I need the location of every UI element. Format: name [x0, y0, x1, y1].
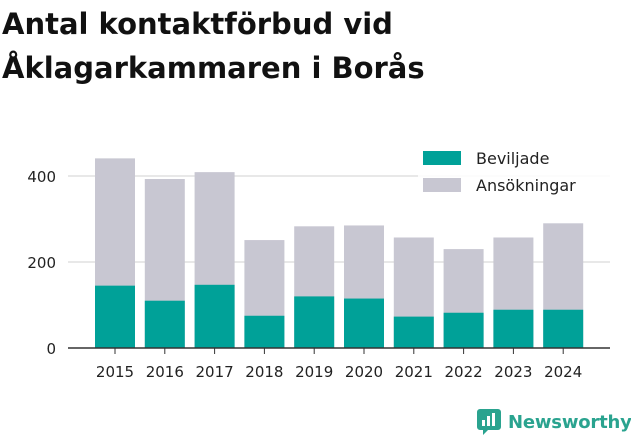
x-tick-label-2023: 2023: [494, 363, 532, 381]
x-tick-label-2022: 2022: [445, 363, 483, 381]
x-tick-label-2017: 2017: [196, 363, 234, 381]
x-tick-label-2024: 2024: [544, 363, 582, 381]
legend-swatch-0: [423, 151, 461, 165]
chart-title: Antal kontaktförbud vid Åklagarkammaren …: [2, 7, 425, 85]
y-tick-label-0: 0: [46, 340, 56, 358]
x-tick-label-2016: 2016: [146, 363, 184, 381]
bar-beviljade-2015: [95, 285, 135, 348]
legend-label-1: Ansökningar: [476, 176, 576, 195]
x-tick-label-2018: 2018: [245, 363, 283, 381]
bar-beviljade-2018: [244, 315, 285, 348]
bar-beviljade-2024: [543, 309, 584, 348]
x-tick-label-2020: 2020: [345, 363, 383, 381]
bar-beviljade-2021: [393, 316, 434, 348]
legend-swatch-1: [423, 178, 461, 192]
bar-beviljade-2022: [443, 312, 484, 348]
bar-beviljade-2017: [194, 284, 235, 348]
bar-beviljade-2023: [493, 309, 534, 348]
x-tick-label-2021: 2021: [395, 363, 433, 381]
x-tick-label-2015: 2015: [96, 363, 134, 381]
bar-beviljade-2016: [144, 300, 185, 348]
bar-beviljade-2019: [294, 296, 335, 348]
brand-name: Newsworthy: [508, 411, 631, 433]
newsworthy-brand[interactable]: Newsworthy: [476, 407, 631, 437]
newsworthy-logo-icon: [477, 409, 501, 435]
y-tick-label-400: 400: [27, 168, 56, 186]
x-tick-label-2019: 2019: [295, 363, 333, 381]
legend-label-0: Beviljade: [476, 149, 549, 168]
y-tick-label-200: 200: [27, 254, 56, 272]
bar-beviljade-2020: [344, 298, 384, 348]
